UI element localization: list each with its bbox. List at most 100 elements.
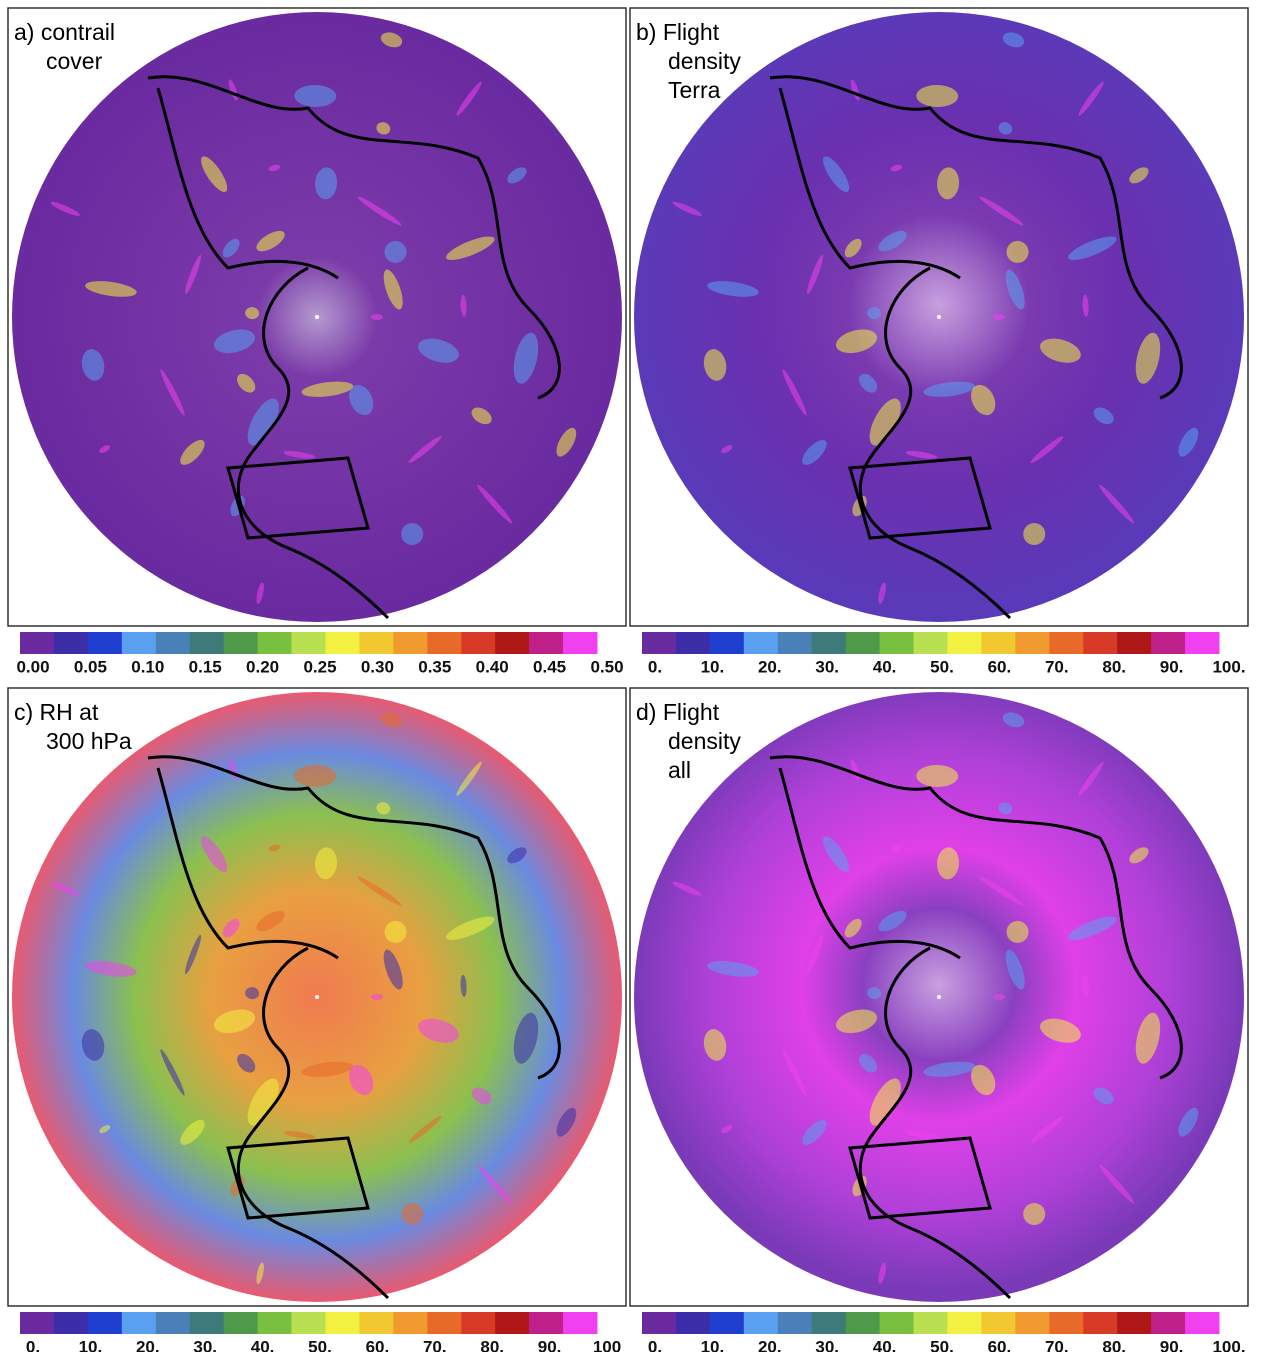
panel: d) Flightdensityall0.10.20.30.40.50.60.7… [630,688,1248,1352]
colorbar-swatch [495,632,529,654]
panel-label: cover [46,48,103,74]
colorbar-tick-label: 0.45 [533,657,566,676]
colorbar-tick-label: 100. [1212,657,1245,676]
panel-label: c) RH at [14,699,99,725]
panel-label: 300 hPa [46,728,132,754]
colorbar-tick-label: 60. [366,1337,390,1352]
colorbar-swatch [642,1312,676,1334]
colorbar-swatch [947,1312,981,1334]
map-texture [371,994,383,1000]
colorbar-tick-label: 10. [701,1337,725,1352]
panel-label: b) Flight [636,19,720,45]
colorbar-swatch [914,632,948,654]
colorbar-swatch [846,1312,880,1334]
colorbar-swatch [190,1312,224,1334]
colorbar-tick-label: 40. [873,1337,897,1352]
colorbar-swatch [1185,1312,1219,1334]
colorbar-swatch [122,632,156,654]
colorbar-tick-label: 30. [193,1337,217,1352]
colorbar-swatch [1151,1312,1185,1334]
colorbar-swatch [1049,632,1083,654]
colorbar-swatch [947,632,981,654]
colorbar-tick-label: 70. [1045,657,1069,676]
colorbar-swatch [563,1312,597,1334]
colorbar-swatch [1015,632,1049,654]
colorbar-swatch [461,632,495,654]
colorbar-swatch [156,1312,190,1334]
colorbar-swatch [880,632,914,654]
colorbar-tick-label: 40. [873,657,897,676]
colorbar-swatch [981,1312,1015,1334]
colorbar-swatch [258,632,292,654]
colorbar-swatch [676,1312,710,1334]
colorbar-swatch [1015,1312,1049,1334]
colorbar-swatch [393,632,427,654]
panel-label: d) Flight [636,699,720,725]
colorbar-tick-label: 0.05 [74,657,107,676]
colorbar-swatch [981,632,1015,654]
colorbar-swatch [359,632,393,654]
pole-marker [937,315,941,319]
colorbar-swatch [1083,632,1117,654]
colorbar-tick-label: 20. [758,1337,782,1352]
figure: a) contrailcover0.000.050.100.150.200.25… [0,0,1266,1352]
colorbar-tick-label: 50. [308,1337,332,1352]
colorbar-swatch [88,1312,122,1334]
colorbar-swatch [529,1312,563,1334]
panel: b) FlightdensityTerra0.10.20.30.40.50.60… [630,8,1248,676]
colorbar-tick-label: 0.40 [476,657,509,676]
panel-label: Terra [668,77,721,103]
colorbar-swatch [325,1312,359,1334]
colorbar-swatch [914,1312,948,1334]
colorbar-tick-label: 100 [593,1337,621,1352]
colorbar-swatch [1185,632,1219,654]
colorbar-swatch [1083,1312,1117,1334]
colorbar-tick-label: 10. [701,657,725,676]
colorbar-tick-label: 30. [815,1337,839,1352]
colorbar-swatch [529,632,563,654]
colorbar-tick-label: 0.00 [16,657,49,676]
colorbar-swatch [880,1312,914,1334]
colorbar-swatch [292,1312,326,1334]
map-texture [993,314,1005,320]
colorbar-tick-label: 80. [1102,1337,1126,1352]
colorbar-swatch [744,632,778,654]
colorbar-swatch [88,632,122,654]
colorbar-swatch [427,632,461,654]
colorbar-swatch [461,1312,495,1334]
pole-marker [937,995,941,999]
colorbar-tick-label: 60. [988,1337,1012,1352]
colorbar-swatch [190,632,224,654]
colorbar-tick-label: 80. [1102,657,1126,676]
colorbar-swatch [359,1312,393,1334]
colorbar-swatch [1117,1312,1151,1334]
colorbar-swatch [642,632,676,654]
colorbar-swatch [54,1312,88,1334]
colorbar-tick-label: 20. [758,657,782,676]
colorbar-swatch [54,632,88,654]
panel-label: all [668,757,691,783]
colorbar-swatch [812,632,846,654]
colorbar-swatch [156,632,190,654]
colorbar-swatch [744,1312,778,1334]
colorbar-swatch [325,632,359,654]
colorbar-tick-label: 50. [930,1337,954,1352]
colorbar-swatch [846,632,880,654]
colorbar-swatch [393,1312,427,1334]
colorbar-swatch [292,632,326,654]
colorbar-swatch [20,632,54,654]
colorbar-swatch [122,1312,156,1334]
colorbar-tick-label: 90. [538,1337,562,1352]
panel-label: density [668,728,741,754]
colorbar-swatch [427,1312,461,1334]
map-texture [371,314,383,320]
colorbar-tick-label: 0.30 [361,657,394,676]
colorbar-tick-label: 0.50 [590,657,623,676]
colorbar-tick-label: 50. [930,657,954,676]
colorbar-swatch [563,632,597,654]
panel-label: a) contrail [14,19,115,45]
colorbar-tick-label: 0.10 [131,657,164,676]
colorbar-tick-label: 100. [1212,1337,1245,1352]
panel: c) RH at300 hPa0.10.20.30.40.50.60.70.80… [8,688,626,1352]
colorbar-tick-label: 30. [815,657,839,676]
